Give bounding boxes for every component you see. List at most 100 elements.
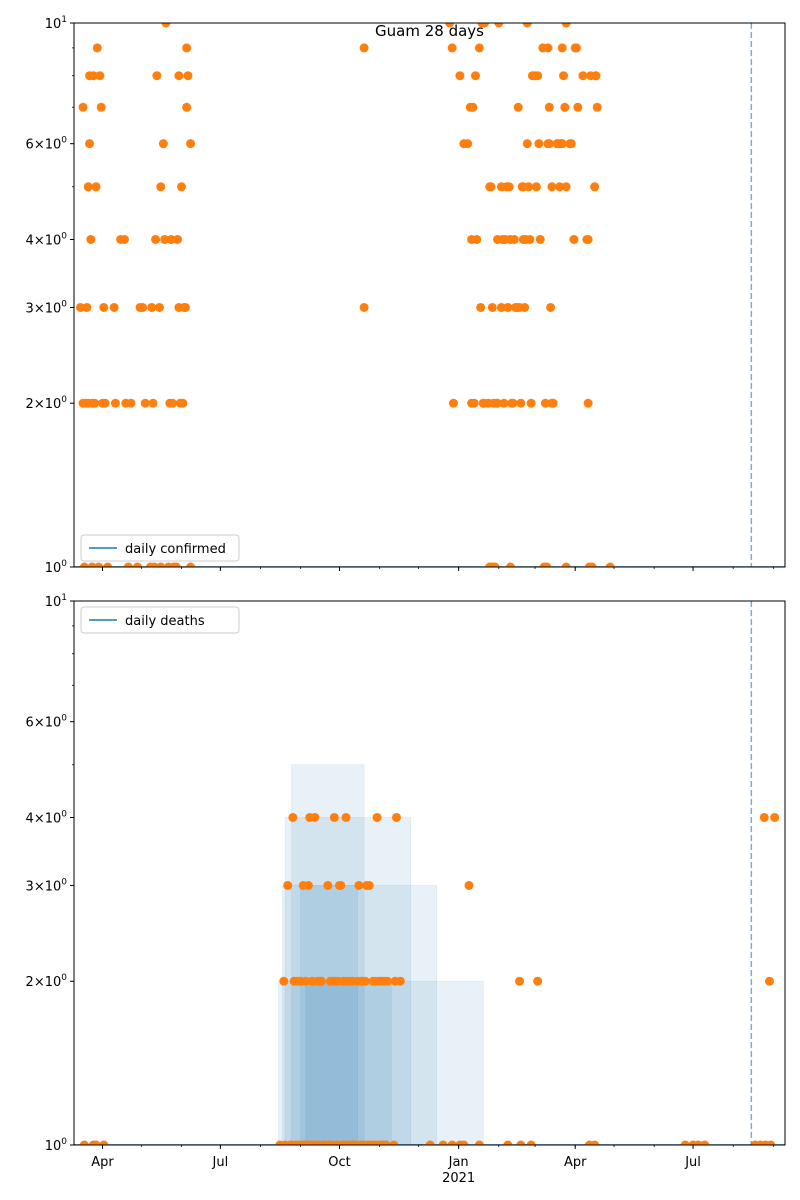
data-point — [464, 880, 474, 890]
data-point — [109, 302, 119, 312]
fill-band-3 — [278, 980, 484, 1145]
data-point — [587, 562, 597, 567]
data-point — [161, 23, 171, 28]
data-point — [525, 234, 535, 244]
data-point — [560, 102, 570, 112]
data-point — [492, 398, 502, 408]
data-point — [764, 976, 774, 986]
data-point — [91, 1140, 101, 1145]
x-tick-label: Jul — [212, 1155, 229, 1170]
data-point — [544, 139, 554, 149]
data-point — [499, 398, 509, 408]
data-point — [561, 562, 571, 567]
data-point — [381, 1140, 391, 1145]
data-point — [470, 71, 480, 81]
data-point — [336, 880, 346, 890]
data-point — [569, 234, 579, 244]
data-point — [126, 398, 136, 408]
data-point — [505, 562, 515, 567]
y-tick-label: 4×100 — [26, 809, 68, 826]
data-point — [766, 1140, 776, 1145]
data-point — [526, 398, 536, 408]
data-point — [99, 302, 109, 312]
data-point — [303, 880, 313, 890]
data-point — [100, 398, 110, 408]
data-point — [316, 976, 326, 986]
data-point — [494, 23, 504, 28]
data-point — [75, 302, 85, 312]
data-point — [151, 234, 161, 244]
data-point — [474, 1140, 484, 1145]
data-point — [140, 398, 150, 408]
data-point — [83, 182, 93, 192]
data-point — [533, 71, 543, 81]
data-point — [509, 234, 519, 244]
data-point — [566, 139, 576, 149]
axes-frame — [73, 22, 786, 568]
data-point — [92, 43, 102, 53]
data-point — [522, 23, 532, 28]
data-point — [120, 234, 130, 244]
data-point — [476, 302, 486, 312]
data-point — [680, 1140, 690, 1145]
data-point — [573, 102, 583, 112]
data-point — [544, 102, 554, 112]
data-point — [94, 562, 104, 567]
data-point — [91, 182, 101, 192]
y-tick-label: 6×100 — [26, 714, 68, 731]
data-point — [480, 23, 490, 28]
data-point — [171, 562, 181, 567]
data-point — [590, 1140, 600, 1145]
plot-area — [74, 601, 785, 1145]
data-point — [561, 23, 571, 28]
x-tick-label: Apr — [91, 1155, 114, 1170]
data-point — [425, 1140, 435, 1145]
data-point — [372, 812, 382, 822]
data-point — [516, 398, 526, 408]
data-point — [503, 1140, 513, 1145]
data-point — [520, 302, 530, 312]
data-point — [110, 398, 120, 408]
data-point — [99, 1140, 109, 1145]
data-point — [283, 880, 293, 890]
x-tick-label: Apr — [564, 1155, 587, 1170]
axes-frame — [73, 600, 786, 1146]
data-point — [459, 1140, 469, 1145]
legend-label: daily deaths — [125, 614, 205, 629]
fill-band-2 — [282, 885, 437, 1145]
data-point — [395, 976, 405, 986]
data-point — [180, 302, 190, 312]
data-point — [166, 234, 176, 244]
data-point — [382, 976, 392, 986]
data-point — [82, 302, 92, 312]
y-tick-label: 2×100 — [26, 973, 68, 990]
data-point — [364, 880, 374, 890]
data-point — [583, 398, 593, 408]
legend: daily confirmed — [80, 534, 240, 562]
data-point — [496, 302, 506, 312]
data-point — [447, 1140, 457, 1145]
data-point — [354, 880, 364, 890]
data-point — [591, 71, 601, 81]
legend-box — [80, 606, 240, 634]
data-point — [578, 71, 588, 81]
data-point — [543, 43, 553, 53]
data-point — [700, 1140, 710, 1145]
data-point — [474, 43, 484, 53]
data-point — [167, 398, 177, 408]
data-point — [152, 71, 162, 81]
data-point — [96, 102, 106, 112]
chart-title: Guam 28 days — [375, 22, 484, 40]
data-point — [158, 139, 168, 149]
data-point — [183, 71, 193, 81]
data-point — [79, 1140, 89, 1145]
y-tick-label: 2×100 — [26, 395, 68, 412]
data-point — [103, 562, 113, 567]
legend-box — [80, 534, 240, 562]
data-point — [555, 182, 565, 192]
data-point — [546, 302, 556, 312]
data-point — [455, 71, 465, 81]
data-point — [557, 43, 567, 53]
data-point — [559, 71, 569, 81]
